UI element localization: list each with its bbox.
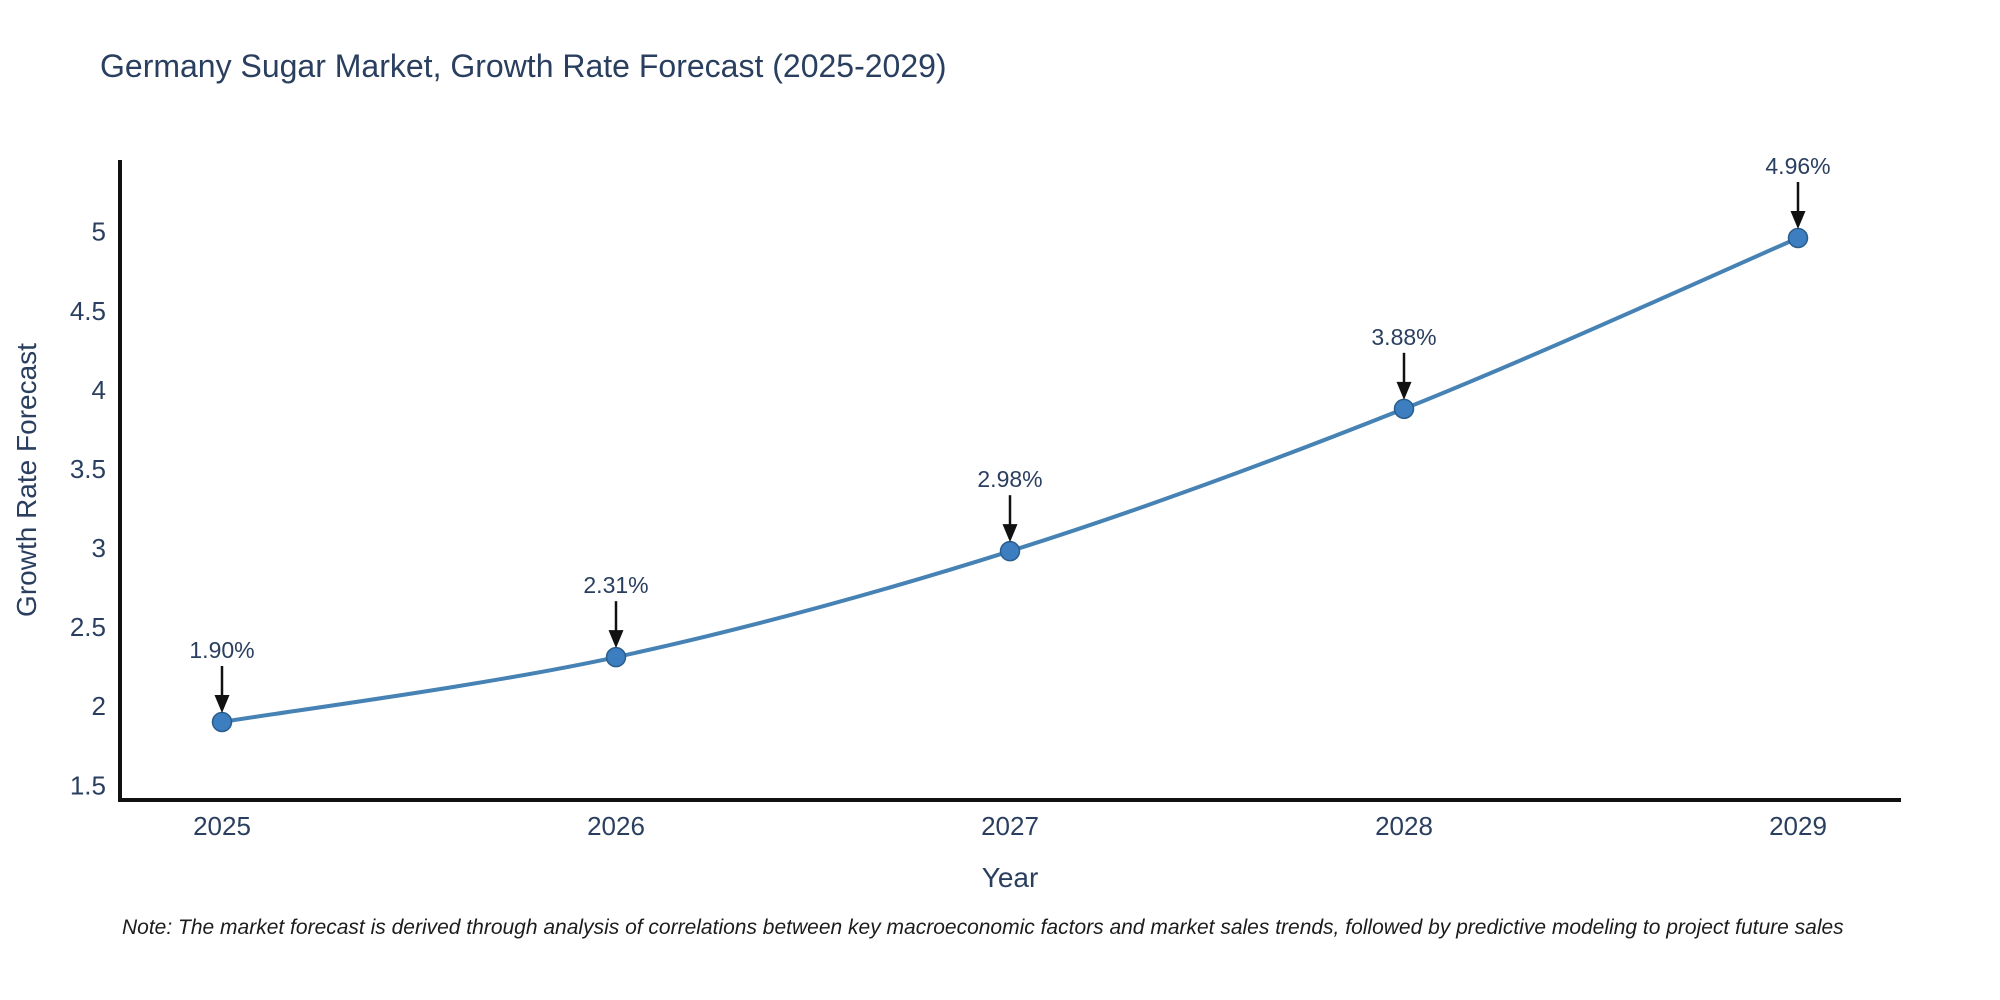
x-tick-label: 2027 (981, 811, 1039, 841)
chart-title: Germany Sugar Market, Growth Rate Foreca… (100, 48, 947, 84)
annotation-arrowhead (214, 695, 230, 713)
y-tick-label: 2.5 (70, 612, 106, 642)
axis-lines (118, 160, 1901, 802)
y-tick-label: 1.5 (70, 770, 106, 800)
data-point-label: 1.90% (189, 637, 254, 663)
data-point-marker (1787, 227, 1809, 249)
annotation-arrowhead (608, 630, 624, 649)
annotation-arrowhead (1396, 381, 1412, 400)
y-tick-label: 4 (92, 375, 106, 405)
y-tick-label: 3.5 (70, 454, 106, 484)
data-point-label: 2.31% (583, 572, 648, 598)
y-tick-label: 5 (92, 217, 106, 247)
annotation-arrowhead (1790, 210, 1806, 229)
data-point-marker (211, 711, 233, 733)
data-point-marker (1393, 398, 1415, 420)
x-tick-label: 2029 (1769, 811, 1827, 841)
data-point-label: 3.88% (1371, 324, 1436, 350)
data-point-marker (605, 646, 627, 668)
x-tick-label: 2026 (587, 811, 645, 841)
x-tick-label: 2028 (1375, 811, 1433, 841)
chart-footnote: Note: The market forecast is derived thr… (122, 916, 1844, 939)
data-point-marker (999, 540, 1021, 562)
x-axis-title: Year (981, 862, 1039, 893)
data-point-label: 2.98% (977, 466, 1042, 492)
y-tick-label: 3 (92, 533, 106, 563)
y-axis-title: Growth Rate Forecast (11, 343, 42, 617)
annotation-arrowhead (1002, 524, 1018, 543)
y-tick-label: 4.5 (70, 296, 106, 326)
data-point-label: 4.96% (1765, 153, 1830, 179)
y-tick-label: 2 (92, 691, 106, 721)
x-tick-label: 2025 (193, 811, 251, 841)
